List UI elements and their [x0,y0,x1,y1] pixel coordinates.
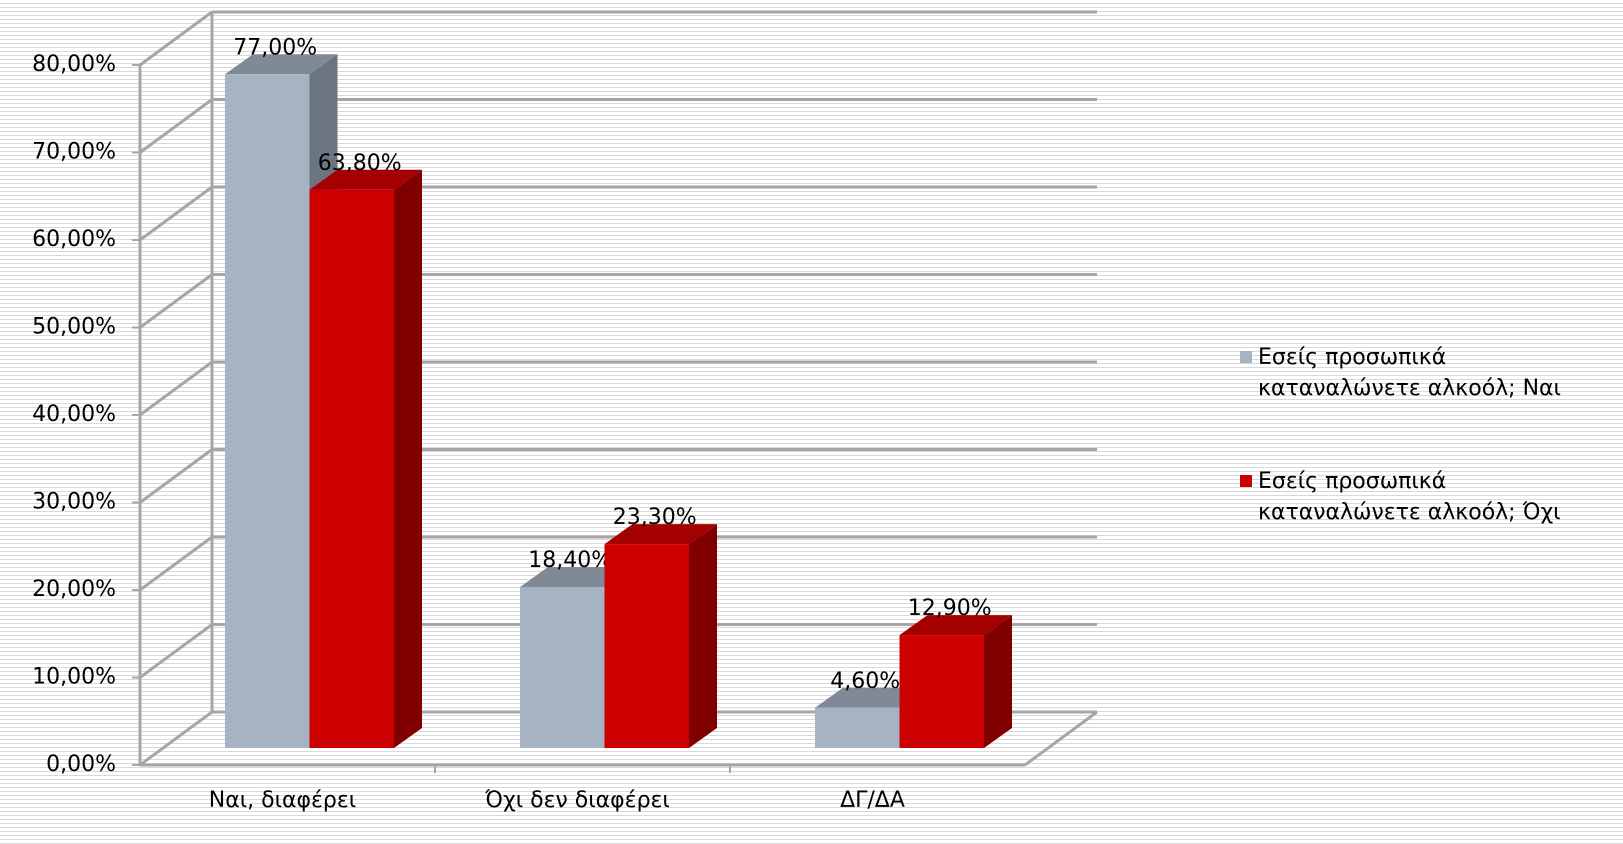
bar [309,169,422,748]
y-tick-label: 10,00% [32,665,116,690]
bar-top [225,54,338,75]
y-tick-label: 20,00% [32,577,116,602]
bar-front [899,635,984,748]
legend-swatch [1240,351,1252,363]
value-label: 18,40% [528,548,612,573]
grid-line [139,710,213,767]
bar-top [520,567,633,587]
legend-label: Εσείς προσωπικά καταναλώνετε αλκοόλ; Ναι [1258,345,1561,401]
y-tick-label: 80,00% [32,52,116,77]
bar-front [225,74,310,748]
grid-line [139,535,213,592]
x-tick-label: ΔΓ/ΔΑ [840,788,905,813]
value-label: 12,90% [908,596,992,621]
grid-line [139,360,213,417]
y-tick-label: 0,00% [46,752,116,777]
bar-front [309,189,394,748]
grid-line [139,185,213,242]
y-tick-label: 60,00% [32,227,116,252]
y-tick-label: 50,00% [32,315,116,340]
bar-front [815,707,900,748]
y-tick-label: 40,00% [32,402,116,427]
floor-edge [1024,710,1098,767]
bar-side [984,615,1012,748]
bar [899,615,1012,748]
grid-line [139,10,213,67]
value-label: 23,30% [613,505,697,530]
bar-top [309,169,422,190]
value-label: 63,80% [318,151,402,176]
grid-line [139,448,213,504]
legend-label: Εσείς προσωπικά καταναλώνετε αλκοόλ; Όχι [1258,469,1561,525]
bar-front [604,544,689,748]
bar-top [899,615,1012,636]
bar-side [394,169,422,748]
grid-line [139,273,213,329]
bar [604,524,717,748]
y-tick-label: 70,00% [32,140,116,165]
bar-top [815,687,928,708]
x-tick-label: Ναι, διαφέρει [209,788,357,813]
bar-side [689,524,717,748]
x-tick-label: Όχι δεν διαφέρει [484,788,670,813]
grid-line [139,98,213,154]
value-label: 4,60% [830,669,900,694]
y-tick-label: 30,00% [32,490,116,515]
bar-top [604,524,717,545]
value-label: 77,00% [233,35,317,60]
grid-line [139,623,213,679]
bar-front [520,587,605,748]
legend-swatch [1240,475,1252,487]
